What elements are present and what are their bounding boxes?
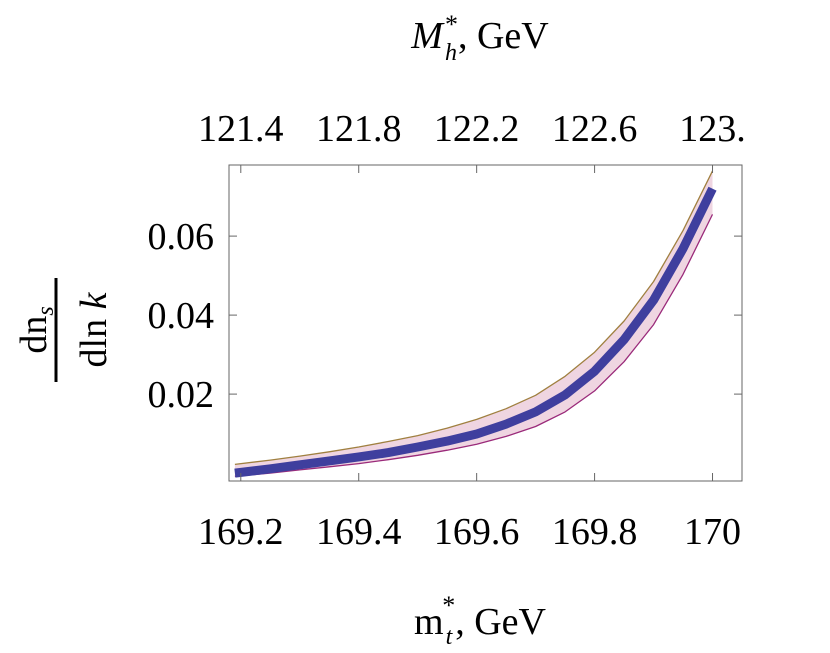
- top-tick-label: 122.6: [552, 108, 638, 150]
- top-axis-title-main: M: [410, 15, 445, 57]
- y-tick-label: 0.06: [148, 216, 215, 258]
- top-axis-title-unit: , GeV: [458, 15, 549, 57]
- x-tick-label: 169.6: [434, 511, 520, 553]
- y-axis-numerator: dns: [13, 306, 59, 353]
- y-axis-denominator-main: dln: [73, 309, 115, 367]
- x-tick-label: 170: [684, 511, 741, 553]
- top-tick-label: 121.4: [198, 108, 284, 150]
- top-tick-label: 122.2: [434, 108, 520, 150]
- x-tick-label: 169.8: [552, 511, 638, 553]
- y-tick-label: 0.02: [148, 374, 215, 416]
- series-lower-line: [234, 214, 714, 477]
- y-axis-title: dns dln k: [13, 278, 115, 382]
- bottom-axis-title-sup: *: [442, 591, 455, 620]
- bottom-axis-title: mt *, GeV: [414, 591, 547, 650]
- series-upper-line: [234, 170, 714, 466]
- y-axis-denominator: dln k: [73, 291, 115, 367]
- y-axis-denominator-var: k: [73, 291, 115, 309]
- plot-frame: [228, 164, 743, 482]
- x-tick-label: 169.2: [198, 511, 284, 553]
- top-tick-label: 123.: [679, 108, 746, 150]
- bottom-axis-title-unit: , GeV: [455, 601, 546, 643]
- top-axis-title-sub: h: [445, 40, 457, 66]
- y-axis-numerator-sub: s: [33, 306, 59, 315]
- top-tick-label: 121.8: [316, 108, 402, 150]
- y-axis-numerator-main: dn: [13, 316, 55, 354]
- bottom-axis-title-sub: t: [446, 624, 454, 650]
- top-axis-title-sup: *: [445, 10, 458, 39]
- bottom-axis-title-main: m: [414, 601, 444, 643]
- x-tick-label: 169.4: [316, 511, 402, 553]
- top-axis-title: Mh*, GeV: [410, 10, 549, 66]
- series-central-line: [234, 186, 717, 478]
- plot-area: 169.2 169.4 169.6 169.8 170 121.4 121.8 122.2 12…: [148, 108, 746, 553]
- y-tick-label: 0.04: [148, 295, 215, 337]
